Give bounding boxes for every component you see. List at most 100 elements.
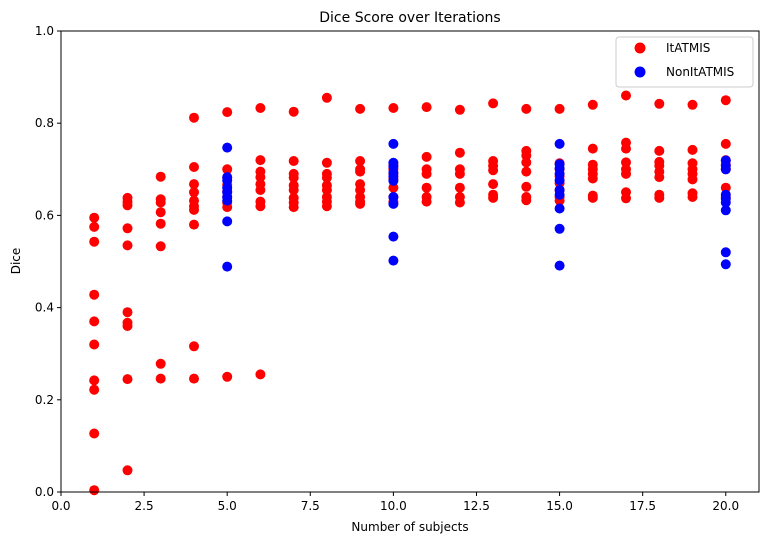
point-itatmis-35	[189, 219, 199, 230]
point-itatmis-94	[421, 168, 432, 179]
point-itatmis-9	[89, 485, 100, 496]
point-itatmis-82	[355, 198, 366, 209]
point-itatmis-136	[621, 90, 631, 101]
point-itatmis-105	[488, 98, 499, 109]
point-itatmis-165	[720, 182, 731, 193]
point-itatmis-25	[155, 241, 166, 252]
point-itatmis-153	[687, 144, 698, 155]
point-nonitatmis-17	[388, 231, 399, 242]
point-itatmis-157	[687, 174, 698, 185]
y-axis-ticks: 0.0 0.2 0.4 0.6 0.8 1.0	[35, 24, 61, 499]
point-itatmis-26	[155, 358, 166, 369]
legend-marker-itatmis	[634, 42, 646, 54]
point-itatmis-79	[355, 185, 366, 195]
point-itatmis-48	[255, 155, 266, 166]
point-itatmis-128	[587, 99, 598, 110]
point-itatmis-74	[355, 103, 366, 114]
point-itatmis-15	[122, 307, 133, 318]
point-nonitatmis-23	[554, 175, 565, 186]
point-nonitatmis-18	[388, 255, 399, 266]
point-nonitatmis-9	[388, 138, 399, 149]
point-itatmis-57	[288, 156, 299, 166]
x-tick-label: 12.5	[463, 499, 490, 513]
x-tick-label: 5.0	[218, 499, 237, 513]
point-nonitatmis-8	[222, 261, 233, 272]
point-itatmis-17	[122, 321, 133, 331]
point-itatmis-92	[421, 151, 432, 162]
plot-frame	[60, 30, 760, 493]
point-itatmis-1	[89, 221, 100, 232]
point-itatmis-68	[321, 172, 332, 183]
point-itatmis-54	[255, 201, 266, 212]
point-itatmis-139	[621, 157, 631, 168]
point-itatmis-99	[454, 147, 465, 158]
point-itatmis-37	[189, 373, 199, 384]
point-itatmis-104	[454, 197, 465, 208]
point-itatmis-108	[488, 165, 499, 176]
point-nonitatmis-19	[554, 138, 565, 149]
point-itatmis-73	[321, 201, 332, 212]
point-itatmis-4	[89, 316, 100, 327]
point-nonitatmis-0	[222, 142, 233, 153]
point-itatmis-5	[89, 339, 100, 350]
point-itatmis-149	[654, 172, 665, 183]
point-itatmis-36	[189, 341, 199, 352]
point-itatmis-0	[89, 212, 100, 223]
x-axis-label: Number of subjects	[351, 520, 468, 534]
point-itatmis-59	[288, 172, 299, 183]
point-itatmis-83	[388, 103, 399, 113]
point-itatmis-138	[621, 143, 631, 154]
point-itatmis-7	[89, 384, 100, 395]
point-itatmis-143	[621, 193, 631, 204]
point-itatmis-141	[621, 168, 631, 179]
point-itatmis-144	[654, 98, 665, 109]
point-itatmis-95	[421, 182, 432, 193]
point-itatmis-30	[189, 179, 199, 190]
point-itatmis-50	[255, 172, 266, 183]
point-nonitatmis-34	[720, 197, 731, 208]
point-itatmis-151	[654, 192, 665, 203]
point-nonitatmis-37	[720, 259, 731, 270]
legend-frame	[615, 36, 754, 88]
point-nonitatmis-27	[554, 223, 565, 234]
point-itatmis-117	[521, 181, 532, 192]
y-tick-label: 0.2	[35, 393, 54, 407]
point-itatmis-19	[122, 465, 133, 476]
point-nonitatmis-16	[388, 198, 399, 209]
point-itatmis-23	[155, 207, 166, 218]
point-nonitatmis-2	[222, 175, 233, 186]
point-nonitatmis-31	[720, 164, 731, 175]
point-itatmis-101	[454, 168, 465, 179]
y-tick-label: 0.0	[35, 485, 54, 499]
point-itatmis-129	[587, 143, 598, 154]
point-nonitatmis-28	[554, 260, 565, 271]
point-itatmis-13	[122, 223, 133, 234]
point-itatmis-159	[687, 192, 698, 202]
point-nonitatmis-15	[388, 192, 399, 202]
point-itatmis-8	[89, 428, 100, 439]
point-itatmis-115	[521, 157, 532, 168]
y-tick-label: 1.0	[35, 24, 54, 38]
point-itatmis-61	[288, 185, 299, 195]
legend-label-itatmis: ItATMIS	[666, 41, 710, 55]
point-itatmis-29	[189, 162, 199, 172]
point-itatmis-20	[155, 171, 166, 182]
y-tick-label: 0.8	[35, 116, 54, 130]
point-nonitatmis-14	[388, 175, 399, 186]
point-itatmis-102	[454, 182, 465, 193]
point-itatmis-34	[189, 204, 199, 215]
y-axis-label: Dice	[9, 248, 23, 275]
x-tick-label: 0.0	[51, 499, 70, 513]
x-tick-label: 20.0	[712, 499, 739, 513]
point-itatmis-47	[255, 103, 266, 113]
point-itatmis-91	[421, 102, 432, 113]
point-nonitatmis-26	[554, 203, 565, 214]
point-itatmis-2	[89, 236, 100, 247]
point-nonitatmis-6	[222, 195, 233, 206]
point-itatmis-77	[355, 166, 366, 177]
x-tick-label: 10.0	[380, 499, 407, 513]
point-itatmis-64	[288, 202, 299, 213]
chart-title: Dice Score over Iterations	[319, 10, 500, 26]
x-tick-label: 15.0	[546, 499, 573, 513]
y-tick-label: 0.6	[35, 208, 54, 222]
